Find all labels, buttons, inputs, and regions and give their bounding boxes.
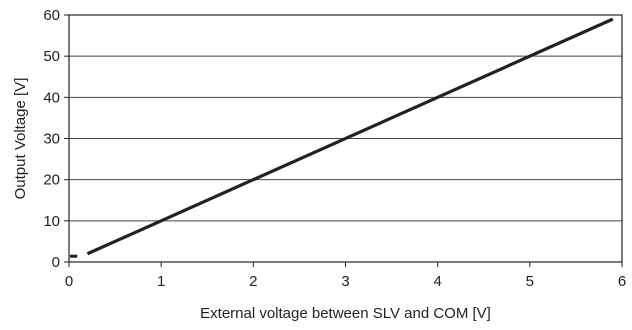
x-tick-label: 0 (65, 273, 73, 290)
y-tick-label: 30 (43, 131, 60, 148)
x-tick-label: 1 (157, 273, 165, 290)
y-axis-title: Output Voltage [V] (12, 78, 29, 200)
series-line-0 (86, 17, 614, 256)
x-tick-label: 2 (249, 273, 257, 290)
x-tick-label: 3 (341, 273, 349, 290)
axis-ticks: 0 10 20 30 40 50 60 0 1 2 3 4 5 6 (43, 7, 626, 290)
y-tick-label: 0 (52, 254, 60, 271)
x-axis-title: External voltage between SLV and COM [V] (200, 305, 491, 322)
plot-frame (68, 14, 623, 263)
x-tick-label: 5 (526, 273, 534, 290)
x-tick-label: 4 (433, 273, 441, 290)
y-tick-label: 50 (43, 48, 60, 65)
x-tick-label: 6 (618, 273, 626, 290)
y-tick-label: 60 (43, 7, 60, 24)
y-tick-label: 40 (43, 89, 60, 106)
y-tick-label: 10 (43, 213, 60, 230)
y-tick-label: 20 (43, 172, 60, 189)
series-layer (70, 17, 614, 258)
